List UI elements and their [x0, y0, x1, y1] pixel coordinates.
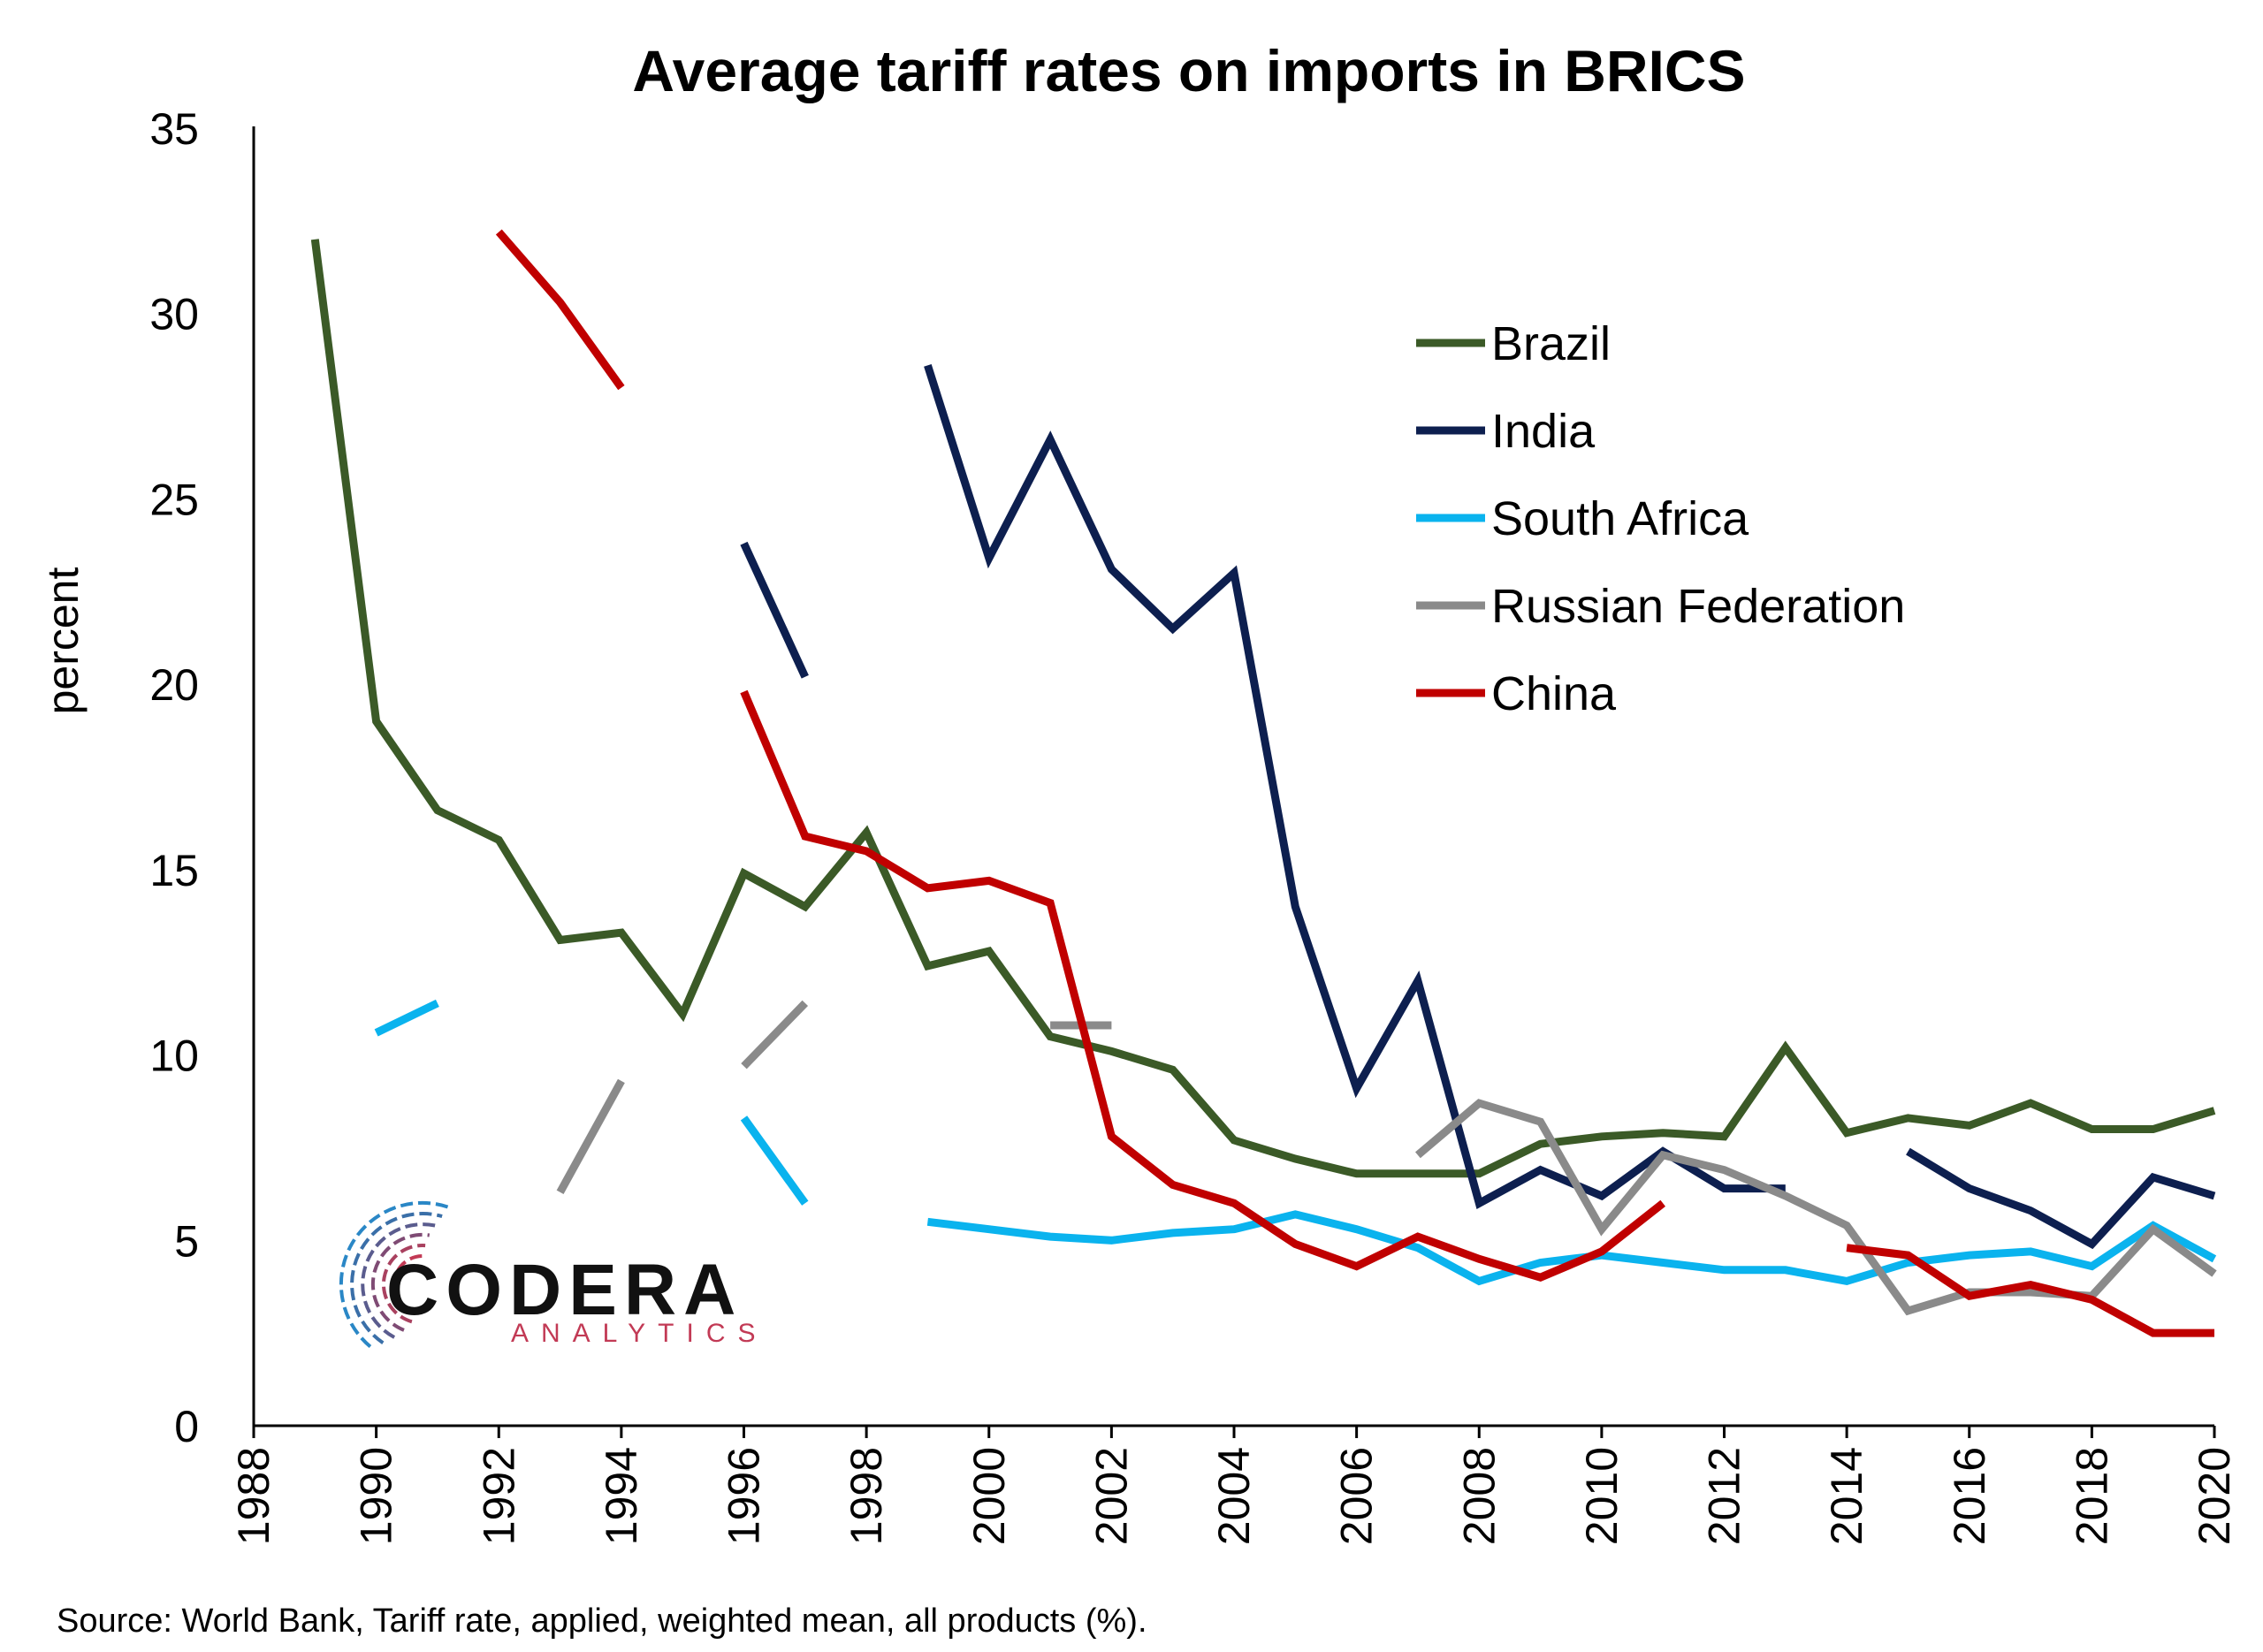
series-line-india [740, 541, 809, 679]
x-tick-label: 2004 [1209, 1447, 1259, 1545]
x-tick-label: 2006 [1332, 1447, 1382, 1545]
x-tick-label: 2020 [2190, 1447, 2239, 1545]
x-tick-label: 2000 [964, 1447, 1014, 1545]
x-tick-label: 2016 [1945, 1447, 1994, 1545]
y-tick-label: 30 [149, 290, 199, 339]
series-line-china [740, 689, 1665, 1282]
x-tick-label: 2018 [2067, 1447, 2116, 1545]
codera-logo: CODERA ANALYTICS [339, 1200, 768, 1349]
x-tick-label: 1998 [842, 1447, 891, 1545]
x-tick-label: 2008 [1454, 1447, 1504, 1545]
series-line-china [1846, 1244, 2214, 1337]
logo-arc [392, 1254, 423, 1314]
logo-arc [350, 1212, 443, 1344]
y-tick-label: 20 [149, 660, 199, 710]
legend-label-russian-federation: Russian Federation [1491, 580, 1905, 633]
y-tick-label: 5 [174, 1216, 199, 1266]
legend-label-brazil: Brazil [1491, 317, 1611, 370]
series-line-russian-federation [741, 1000, 809, 1070]
series-line-india [924, 364, 1786, 1209]
x-tick-label: 1992 [474, 1447, 523, 1545]
series-line-brazil [310, 239, 2216, 1178]
series-line-china [495, 229, 625, 391]
series-lines [310, 229, 2217, 1337]
logo-subtitle: ANALYTICS [511, 1319, 768, 1348]
legend: Brazil India South Africa Russian Federatio… [1416, 317, 1905, 720]
source-note: Source: World Bank, Tariff rate, applied… [57, 1603, 1147, 1640]
logo-arc [370, 1232, 431, 1332]
x-tick-label: 2002 [1086, 1447, 1136, 1545]
series-line-south-africa [740, 1115, 809, 1206]
series-line-south-africa [374, 999, 439, 1037]
series-line-russian-federation [556, 1078, 625, 1194]
chart-title: Average tariff rates on imports in BRICS [632, 38, 1745, 103]
y-tick-label: 35 [149, 104, 199, 154]
y-tick-label: 0 [174, 1402, 199, 1451]
legend-label-china: China [1491, 667, 1617, 720]
logo-arc [339, 1200, 452, 1349]
series-line-south-africa [926, 1210, 2217, 1286]
logo-arc [382, 1244, 426, 1324]
y-axis-label: percent [38, 567, 88, 715]
logo-name: CODERA [386, 1250, 743, 1330]
x-tick-label: 2014 [1822, 1447, 1871, 1545]
legend-label-india: India [1491, 405, 1596, 458]
y-axis-ticks: 0 5 10 15 20 25 30 35 [149, 104, 199, 1451]
y-tick-label: 25 [149, 475, 199, 524]
legend-label-south-africa: South Africa [1491, 492, 1749, 545]
x-tick-label: 1996 [720, 1447, 769, 1545]
codera-logo-mark [339, 1200, 452, 1349]
x-tick-label: 2010 [1577, 1447, 1627, 1545]
x-tick-label: 1990 [352, 1447, 401, 1545]
x-tick-label: 1994 [597, 1447, 646, 1545]
y-tick-label: 15 [149, 846, 199, 895]
x-tick-label: 1988 [229, 1447, 278, 1545]
x-axis-ticks: 1988 1990 1992 1994 1996 1998 2000 2002 2004 2006… [229, 1426, 2239, 1545]
x-tick-label: 2012 [1700, 1447, 1749, 1545]
logo-arc [361, 1222, 436, 1339]
series-line-india [1906, 1147, 2216, 1250]
y-tick-label: 10 [149, 1032, 199, 1081]
